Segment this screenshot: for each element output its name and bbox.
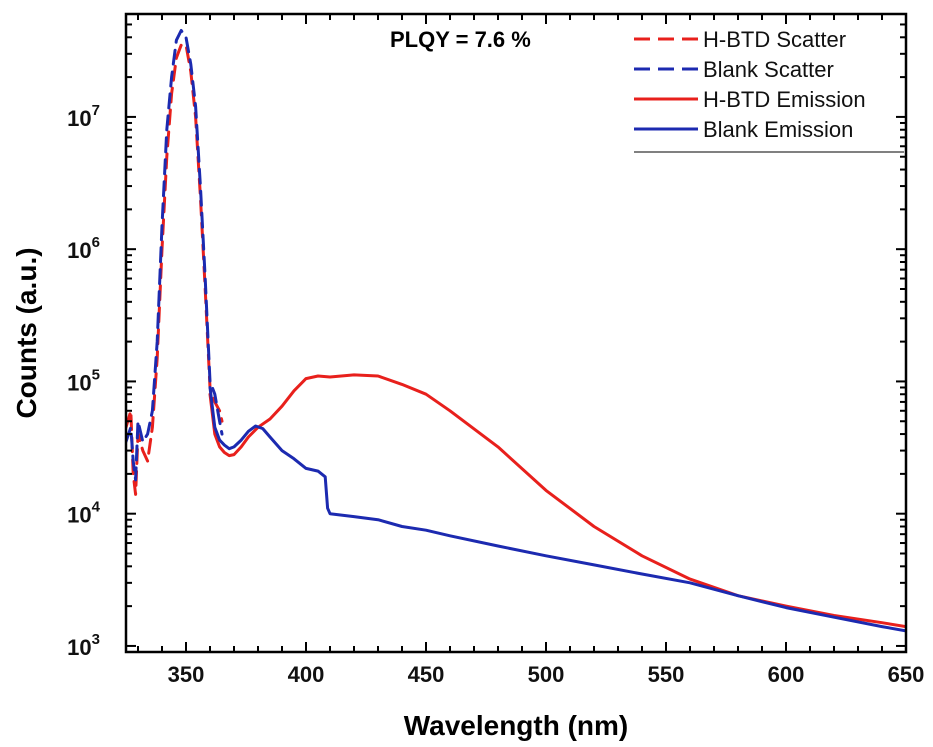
series-line-3 <box>208 386 906 633</box>
x-axis: 350 400 450 500 550 600 650 <box>137 14 925 687</box>
x-axis-title: Wavelength (nm) <box>404 710 629 741</box>
y-tick-label: 103 <box>67 631 100 660</box>
x-tick-label: 450 <box>408 662 445 687</box>
legend-label-1: Blank Scatter <box>703 57 834 82</box>
legend: H-BTD Scatter Blank Scatter H-BTD Emission… <box>634 27 904 153</box>
series-line-1 <box>126 29 224 482</box>
y-axis-title: Counts (a.u.) <box>11 247 42 418</box>
plot-frame <box>124 12 908 654</box>
y-tick-label: 106 <box>67 234 100 263</box>
legend-label-3: Blank Emission <box>703 117 853 142</box>
series-line-2 <box>208 373 906 629</box>
y-tick-label: 107 <box>67 102 100 131</box>
y-axis: 103 104 105 106 107 <box>67 13 906 660</box>
legend-label-2: H-BTD Emission <box>703 87 866 112</box>
series-layer <box>126 29 906 633</box>
plqy-annotation: PLQY = 7.6 % <box>390 27 531 52</box>
x-tick-label: 650 <box>888 662 925 687</box>
x-tick-label: 600 <box>768 662 805 687</box>
x-tick-label: 550 <box>648 662 685 687</box>
y-tick-label: 105 <box>67 366 100 395</box>
x-tick-label: 500 <box>528 662 565 687</box>
x-tick-label: 350 <box>168 662 205 687</box>
x-tick-label: 400 <box>288 662 325 687</box>
y-tick-label: 104 <box>67 499 100 528</box>
legend-label-0: H-BTD Scatter <box>703 27 846 52</box>
